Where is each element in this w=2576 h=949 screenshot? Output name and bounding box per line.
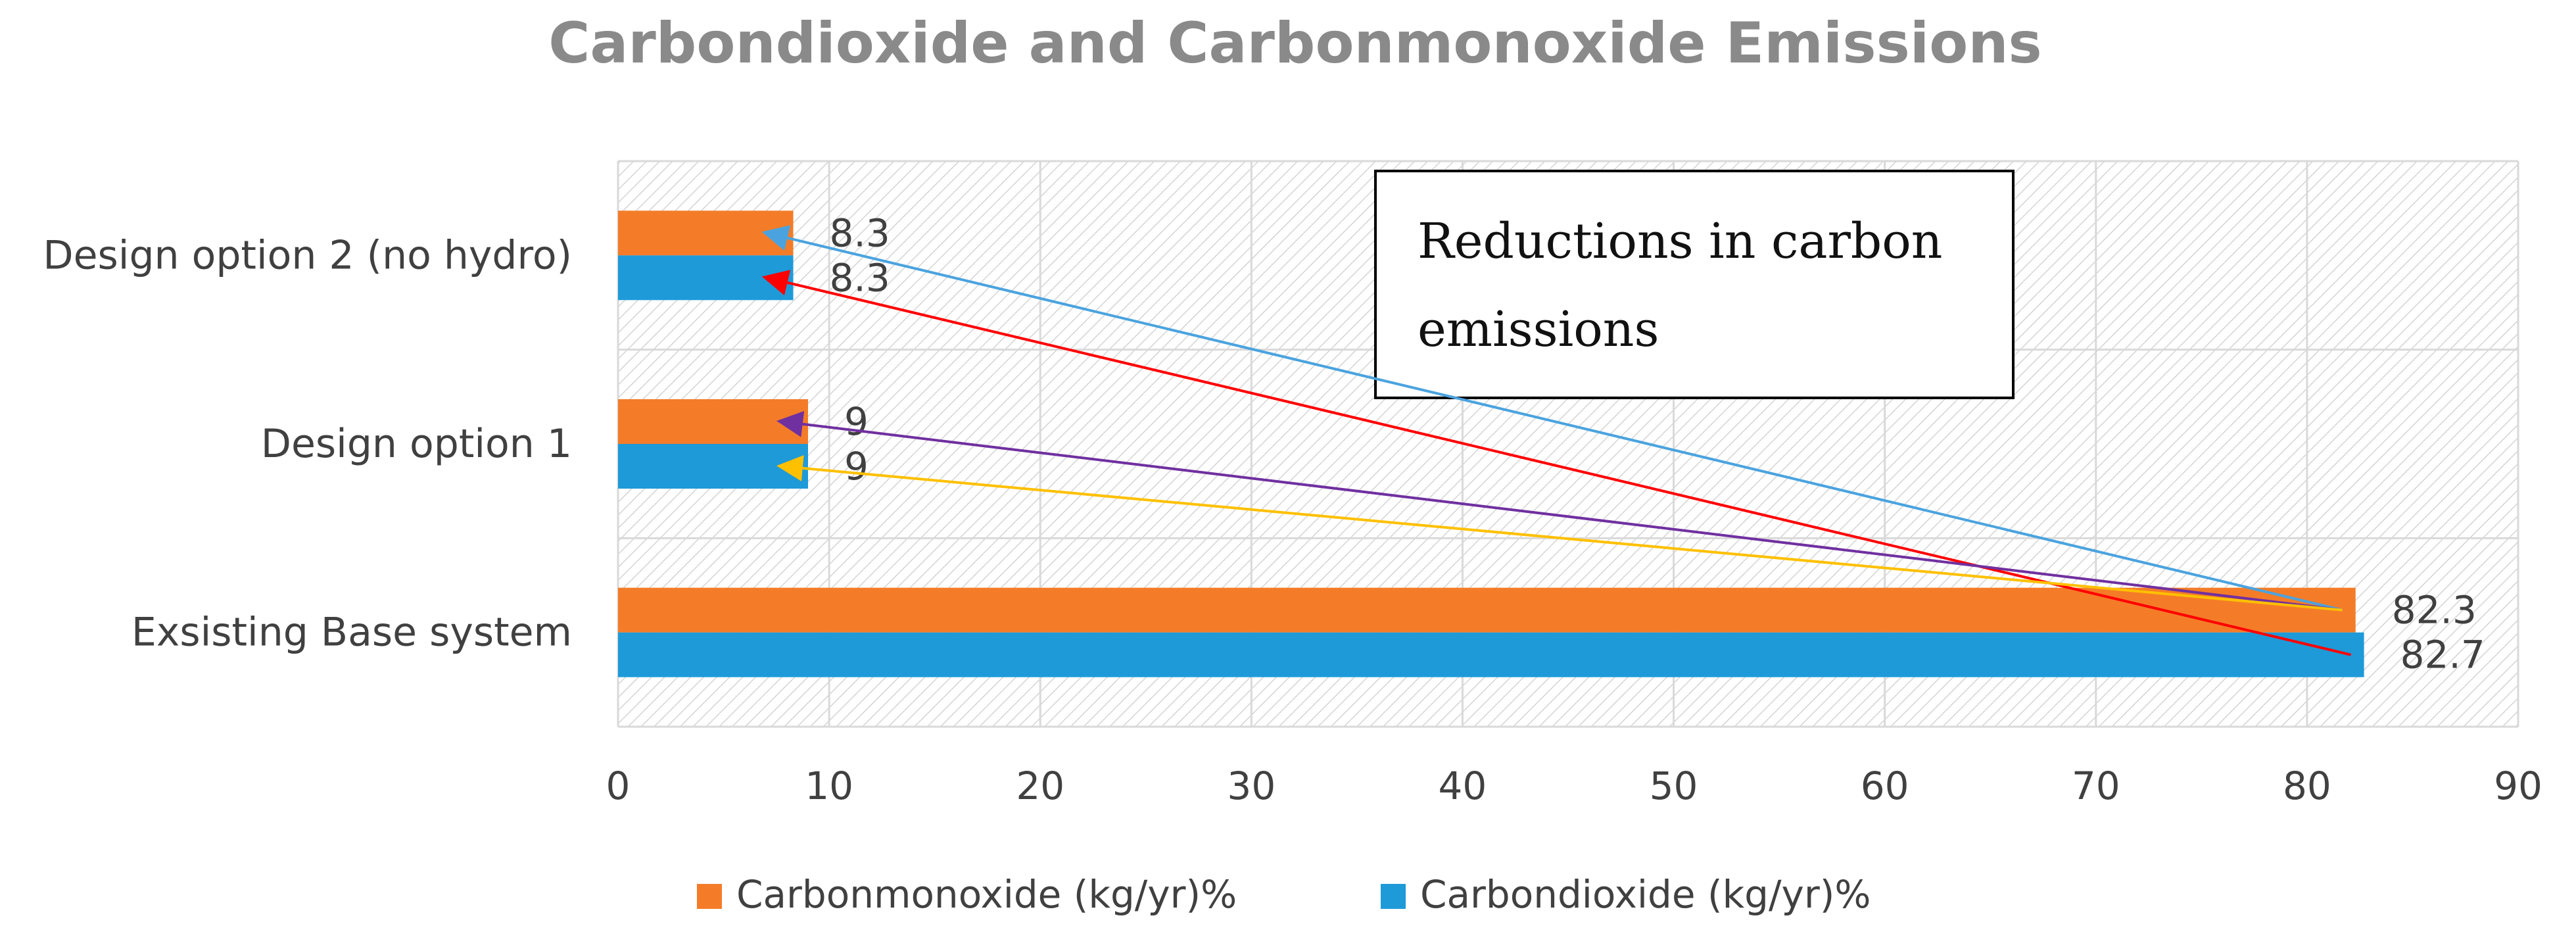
data-label-carbonmonoxide-kg-yr-design-option-2-no-hydro: 8.3 <box>830 210 890 255</box>
legend-label-carbondioxide-kg-yr: Carbondioxide (kg/yr)% <box>1420 872 1871 917</box>
x-tick-label-70: 70 <box>2072 764 2120 808</box>
data-labels-group: 82.382.7 99 8.38.3 <box>830 210 2485 677</box>
data-label-carbonmonoxide-kg-yr-exsisting-base-system: 82.3 <box>2392 588 2477 633</box>
bars-group <box>618 210 2364 677</box>
annotation-line-2: emissions <box>1418 301 1659 358</box>
reduction-arrows-group <box>761 225 2352 656</box>
reduction-arrow-1 <box>761 270 2352 656</box>
x-tick-label-60: 60 <box>1861 764 1909 808</box>
data-label-carbondioxide-kg-yr-exsisting-base-system: 82.7 <box>2400 633 2485 677</box>
grid-lines <box>617 160 2519 728</box>
bar-carbondioxide-kg-yr-exsisting-base-system <box>618 632 2364 677</box>
legend-label-carbonmonoxide-kg-yr: Carbonmonoxide (kg/yr)% <box>736 872 1237 917</box>
x-tick-label-80: 80 <box>2283 764 2331 808</box>
annotation-box: Reductions in carbon emissions <box>1374 170 2015 399</box>
data-label-carbonmonoxide-kg-yr-design-option-1: 9 <box>844 399 869 444</box>
x-tick-label-30: 30 <box>1227 764 1276 808</box>
annotation-line-1: Reductions in carbon <box>1418 213 1942 270</box>
x-tick-label-20: 20 <box>1016 764 1064 808</box>
bar-carbonmonoxide-kg-yr-exsisting-base-system <box>618 587 2356 633</box>
reduction-arrow-2 <box>776 410 2343 612</box>
x-tick-label-50: 50 <box>1650 764 1698 808</box>
bar-carbondioxide-kg-yr-design-option-1 <box>618 444 808 489</box>
category-labels-group: Exsisting Base system Design option 1 Desi… <box>43 232 572 655</box>
category-label-design-option-2-no-hydro: Design option 2 (no hydro) <box>43 232 572 278</box>
x-tick-label-40: 40 <box>1439 764 1487 808</box>
x-tick-label-90: 90 <box>2494 764 2542 808</box>
annotation-frame <box>1374 170 2015 399</box>
bar-carbonmonoxide-kg-yr-design-option-1 <box>618 399 808 444</box>
legend: Carbonmonoxide (kg/yr)% Carbondioxide (kg… <box>697 872 1871 917</box>
reduction-arrow-3 <box>776 455 2343 612</box>
legend-swatch-carbondioxide-kg-yr <box>1381 884 1406 909</box>
x-tick-label-10: 10 <box>805 764 853 808</box>
category-label-exsisting-base-system: Exsisting Base system <box>131 610 572 656</box>
x-tick-label-0: 0 <box>606 764 631 808</box>
category-label-design-option-1: Design option 1 <box>261 421 572 467</box>
data-label-carbondioxide-kg-yr-design-option-1: 9 <box>844 444 869 489</box>
legend-swatch-carbonmonoxide-kg-yr <box>697 884 722 909</box>
chart-title: Carbondioxide and Carbonmonoxide Emissio… <box>548 11 2041 76</box>
x-tick-labels-group: 0 10 20 30 40 50 60 70 80 90 <box>606 764 2542 808</box>
data-label-carbondioxide-kg-yr-design-option-2-no-hydro: 8.3 <box>830 255 890 300</box>
reduction-arrow-0 <box>761 225 2343 612</box>
